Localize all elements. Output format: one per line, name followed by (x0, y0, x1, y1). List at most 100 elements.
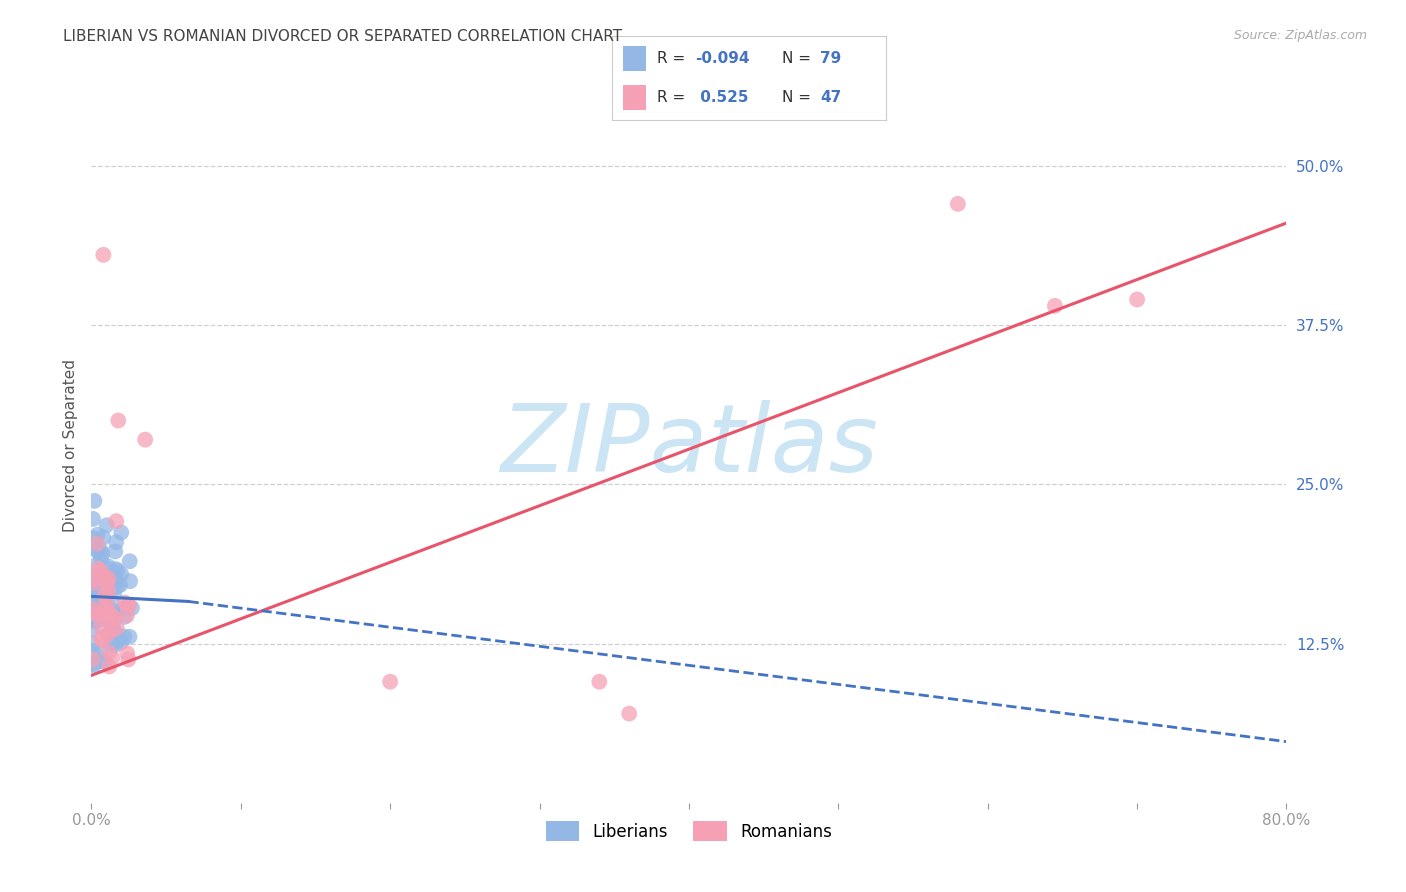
Point (93, 578, 115, 592)
Point (91, 530, 114, 544)
Point (94, 593, 117, 607)
Y-axis label: Divorced or Separated: Divorced or Separated (62, 359, 77, 533)
Point (86, 527, 108, 541)
Point (87, 562, 110, 576)
Text: ZIPatlas: ZIPatlas (501, 401, 877, 491)
Point (87, 599, 110, 613)
Point (104, 625, 127, 640)
Point (946, 197, 969, 211)
Point (90, 632, 112, 646)
Point (94, 588, 117, 602)
Point (121, 601, 143, 615)
Point (86, 581, 108, 595)
Point (84, 580, 107, 594)
Point (96, 518, 118, 533)
Text: LIBERIAN VS ROMANIAN DIVORCED OR SEPARATED CORRELATION CHART: LIBERIAN VS ROMANIAN DIVORCED OR SEPARAT… (63, 29, 623, 45)
Point (120, 574, 142, 589)
Point (103, 588, 125, 602)
Point (118, 599, 141, 613)
Point (83, 614, 105, 628)
Point (588, 674, 610, 689)
Point (112, 601, 135, 615)
Point (90, 543, 112, 558)
Text: N =: N = (782, 51, 815, 66)
Point (110, 567, 132, 582)
Point (87, 581, 110, 595)
Point (93, 569, 115, 583)
Point (93, 248, 115, 262)
Point (112, 610, 135, 624)
Point (380, 674, 402, 689)
Point (84, 541, 107, 556)
Point (134, 433, 156, 447)
Point (82, 606, 104, 620)
Point (105, 564, 128, 578)
Text: -0.094: -0.094 (695, 51, 749, 66)
Point (117, 652, 139, 666)
Point (82, 622, 104, 636)
Point (118, 630, 141, 644)
Point (96, 583, 118, 598)
Point (82, 571, 104, 585)
Point (104, 638, 127, 652)
Point (87, 545, 110, 559)
Point (97, 583, 120, 598)
Point (84, 576, 107, 591)
Point (96, 601, 118, 615)
Point (101, 569, 124, 583)
Text: R =: R = (657, 51, 690, 66)
Point (83, 532, 105, 546)
Point (98, 659, 121, 673)
Point (84, 581, 107, 595)
Point (90, 654, 112, 668)
Point (91, 633, 114, 648)
Point (90, 567, 112, 582)
Point (1126, 293, 1149, 307)
Point (101, 602, 124, 616)
Point (98, 584, 121, 599)
Point (83, 494, 105, 508)
Point (118, 554, 141, 568)
Point (90, 571, 112, 585)
Text: Source: ZipAtlas.com: Source: ZipAtlas.com (1233, 29, 1367, 43)
Point (94, 655, 117, 669)
Point (1043, 299, 1066, 313)
Point (82, 602, 104, 616)
Point (105, 514, 128, 528)
Point (115, 646, 138, 660)
Point (97, 559, 120, 574)
Point (105, 562, 128, 576)
Point (103, 571, 125, 585)
Point (90, 619, 112, 633)
Point (91, 547, 114, 561)
Point (107, 632, 129, 647)
Point (104, 571, 127, 585)
Point (110, 525, 132, 540)
Point (101, 650, 124, 665)
Point (101, 604, 124, 618)
Point (82, 657, 104, 671)
Point (94, 597, 117, 611)
Text: R =: R = (657, 90, 690, 105)
Bar (623, 85, 645, 111)
Point (82, 577, 104, 591)
Point (103, 577, 125, 591)
Point (89, 564, 111, 578)
Point (82, 637, 104, 651)
Point (82, 606, 104, 620)
Point (100, 638, 122, 652)
Text: 79: 79 (820, 51, 841, 66)
Point (82, 572, 104, 586)
Point (112, 630, 135, 644)
Point (98, 607, 121, 622)
Text: 47: 47 (820, 90, 841, 105)
Point (97, 627, 120, 641)
Point (83, 607, 105, 621)
Point (115, 608, 138, 623)
Legend: Liberians, Romanians: Liberians, Romanians (540, 814, 838, 848)
Point (101, 608, 124, 623)
Point (117, 598, 139, 612)
Point (114, 596, 136, 610)
Point (104, 612, 127, 626)
Point (96, 613, 118, 627)
